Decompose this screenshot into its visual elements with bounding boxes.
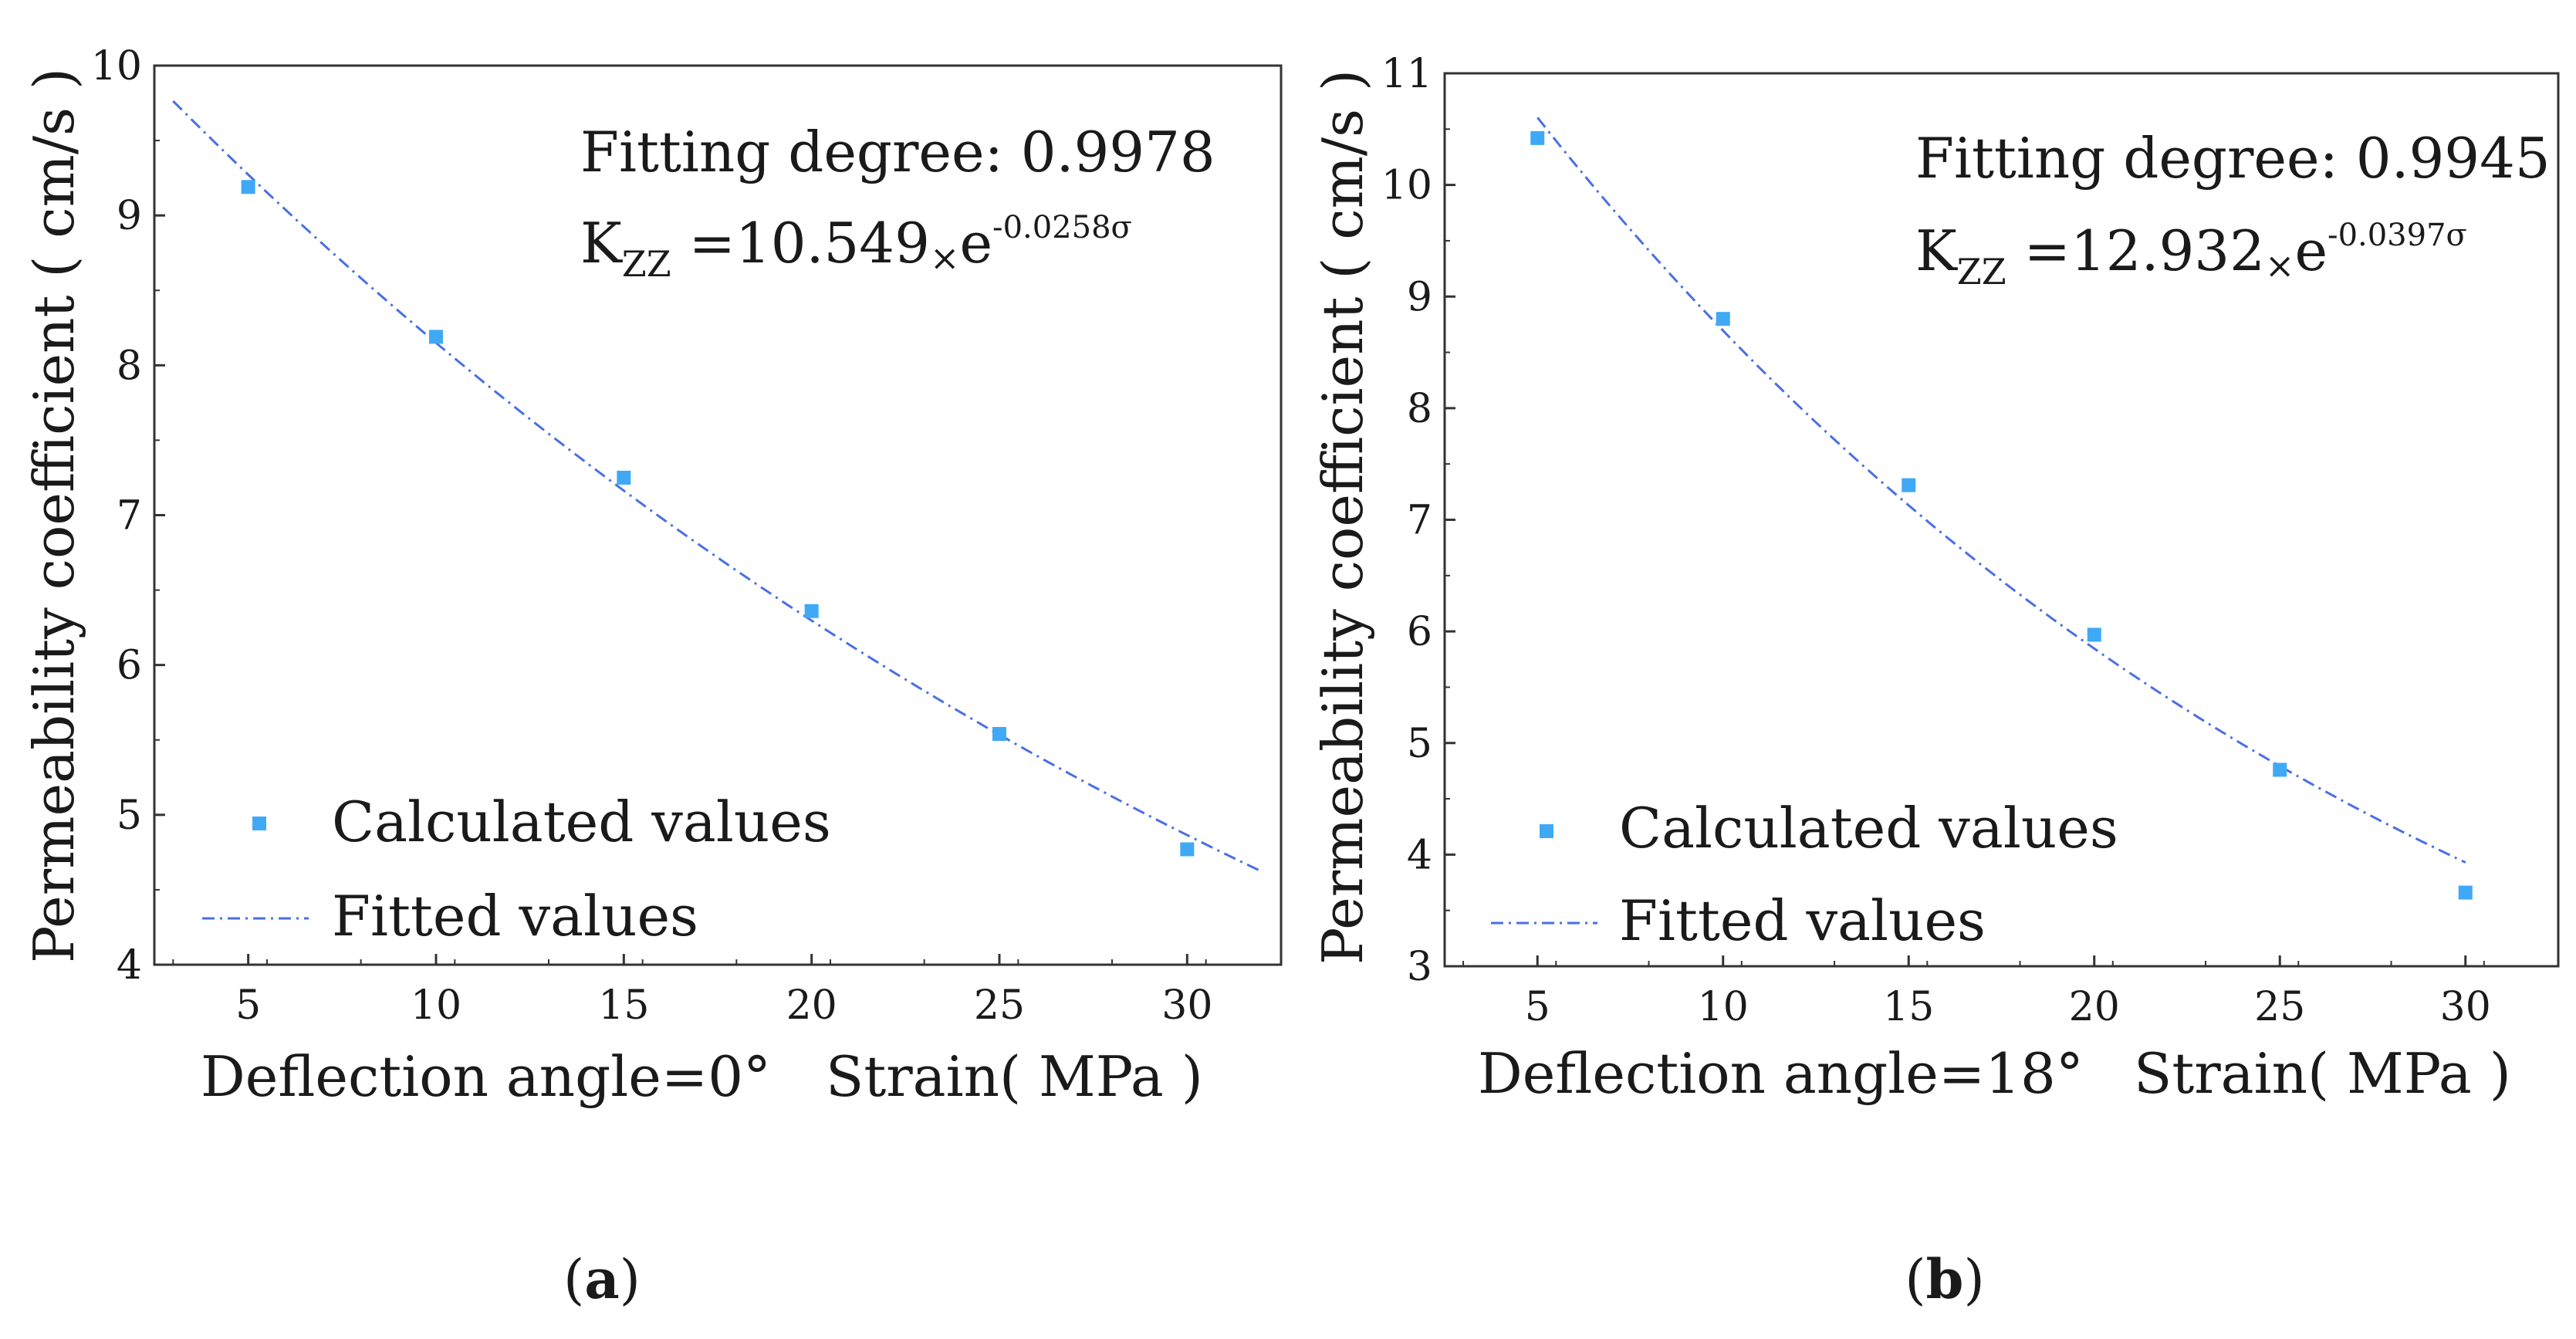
panel-label-b: (b) — [1905, 1247, 1985, 1311]
data-point — [429, 330, 443, 344]
equation-k-b: K — [1915, 218, 1958, 283]
data-point — [617, 470, 631, 485]
x-tick-label: 10 — [1698, 984, 1749, 1030]
data-point — [1716, 312, 1730, 326]
y-tick-label: 10 — [91, 43, 142, 90]
x-tick-labels-b: 5 10 15 20 25 30 — [1525, 984, 2491, 1030]
fitting-degree-a: Fitting degree: 0.9978 — [580, 120, 1215, 184]
data-point — [1902, 478, 1916, 492]
y-tick-label: 4 — [117, 942, 142, 989]
y-tick-label: 6 — [1407, 609, 1432, 655]
xlabel-left-b: Deflection angle=18° — [1478, 1041, 2084, 1106]
y-tick-label: 3 — [1407, 944, 1432, 990]
x-tick-label: 10 — [411, 982, 461, 1029]
equation-exp-a: -0.0258σ — [992, 210, 1132, 245]
ylabel-a: Permeability coefficient ( cm/s ) — [22, 68, 86, 963]
ylabel-b: Permeability coefficient ( cm/s ) — [1310, 69, 1375, 965]
legend-label-calculated-b: Calculated values — [1619, 796, 2118, 861]
equation-times-b: × — [2265, 245, 2295, 286]
y-tick-label: 9 — [117, 193, 142, 239]
y-tick-labels-a: 4 5 6 7 8 9 10 — [91, 43, 142, 989]
y-tick-label: 5 — [117, 793, 142, 839]
legend-marker-calculated-b — [1540, 824, 1553, 838]
equation-k-a: K — [580, 211, 623, 276]
fitting-degree-b: Fitting degree: 0.9945 — [1915, 126, 2551, 191]
equation-a: KZZ =10.549×e-0.0258σ — [580, 210, 1132, 285]
x-tick-label: 20 — [2069, 984, 2120, 1030]
chart-panel-a: 5 10 15 20 25 30 4 5 6 7 8 9 10 Permeability coeffi… — [22, 43, 1283, 1311]
chart-panel-b: 5 10 15 20 25 30 3 4 5 6 7 8 9 10 11 Permeability coe… — [1310, 51, 2560, 1311]
y-tick-label: 5 — [1407, 721, 1432, 767]
xlabel-left-a: Deflection angle=0° — [201, 1044, 771, 1109]
x-tick-label: 30 — [1161, 982, 1212, 1029]
legend-label-calculated-a: Calculated values — [332, 790, 831, 854]
data-point — [1180, 842, 1195, 857]
y-tick-label: 8 — [1407, 386, 1432, 432]
data-marks-b — [1530, 117, 2473, 900]
data-point — [241, 180, 255, 194]
panel-label-a: (a) — [563, 1247, 641, 1311]
x-tick-label: 5 — [1525, 984, 1550, 1030]
equation-exp-b: -0.0397σ — [2328, 218, 2467, 253]
xlabel-right-b: Strain( MPa ) — [2134, 1041, 2511, 1106]
equation-b: KZZ =12.932×e-0.0397σ — [1915, 218, 2467, 292]
y-tick-label: 7 — [117, 493, 142, 539]
y-tick-label: 6 — [117, 643, 142, 689]
y-tick-label: 11 — [1381, 51, 1432, 97]
y-tick-label: 4 — [1407, 832, 1432, 878]
x-tick-labels-a: 5 10 15 20 25 30 — [235, 982, 1212, 1029]
data-point — [2273, 762, 2287, 777]
data-point — [2087, 627, 2101, 642]
fitted-curve — [1536, 117, 2466, 864]
x-tick-label: 20 — [786, 982, 837, 1029]
data-point — [804, 604, 819, 618]
data-point — [2458, 885, 2473, 900]
equation-eq-a: =10.549 — [671, 211, 930, 276]
x-tick-label: 5 — [235, 982, 261, 1029]
legend-a: Calculated values Fitted values — [202, 790, 831, 948]
equation-sub-a: ZZ — [622, 243, 671, 285]
data-marks-a — [172, 100, 1263, 873]
xlabel-right-a: Strain( MPa ) — [826, 1044, 1203, 1109]
data-point — [992, 726, 1006, 741]
x-tick-label: 30 — [2440, 984, 2491, 1030]
x-tick-label: 15 — [1883, 984, 1934, 1030]
axis-ticks-a — [154, 64, 1207, 966]
y-tick-label: 8 — [117, 343, 142, 389]
equation-times-a: × — [930, 237, 960, 279]
axis-ticks-b — [1445, 72, 2485, 968]
legend-label-fitted-b: Fitted values — [1619, 888, 1986, 953]
x-tick-label: 15 — [598, 982, 649, 1029]
x-tick-label: 25 — [974, 982, 1025, 1029]
equation-e-b: e — [2294, 218, 2328, 283]
legend-marker-calculated-a — [252, 817, 266, 830]
y-tick-labels-b: 3 4 5 6 7 8 9 10 11 — [1381, 51, 1432, 990]
legend-b: Calculated values Fitted values — [1491, 796, 2118, 953]
y-tick-label: 7 — [1407, 498, 1432, 544]
y-tick-label: 10 — [1381, 163, 1432, 209]
y-tick-label: 9 — [1407, 274, 1432, 320]
x-tick-label: 25 — [2254, 984, 2305, 1030]
equation-eq-b: =12.932 — [2006, 218, 2265, 283]
equation-e-a: e — [959, 211, 992, 276]
legend-label-fitted-a: Fitted values — [332, 884, 698, 948]
data-point — [1530, 130, 1545, 145]
equation-sub-b: ZZ — [1957, 251, 2006, 292]
